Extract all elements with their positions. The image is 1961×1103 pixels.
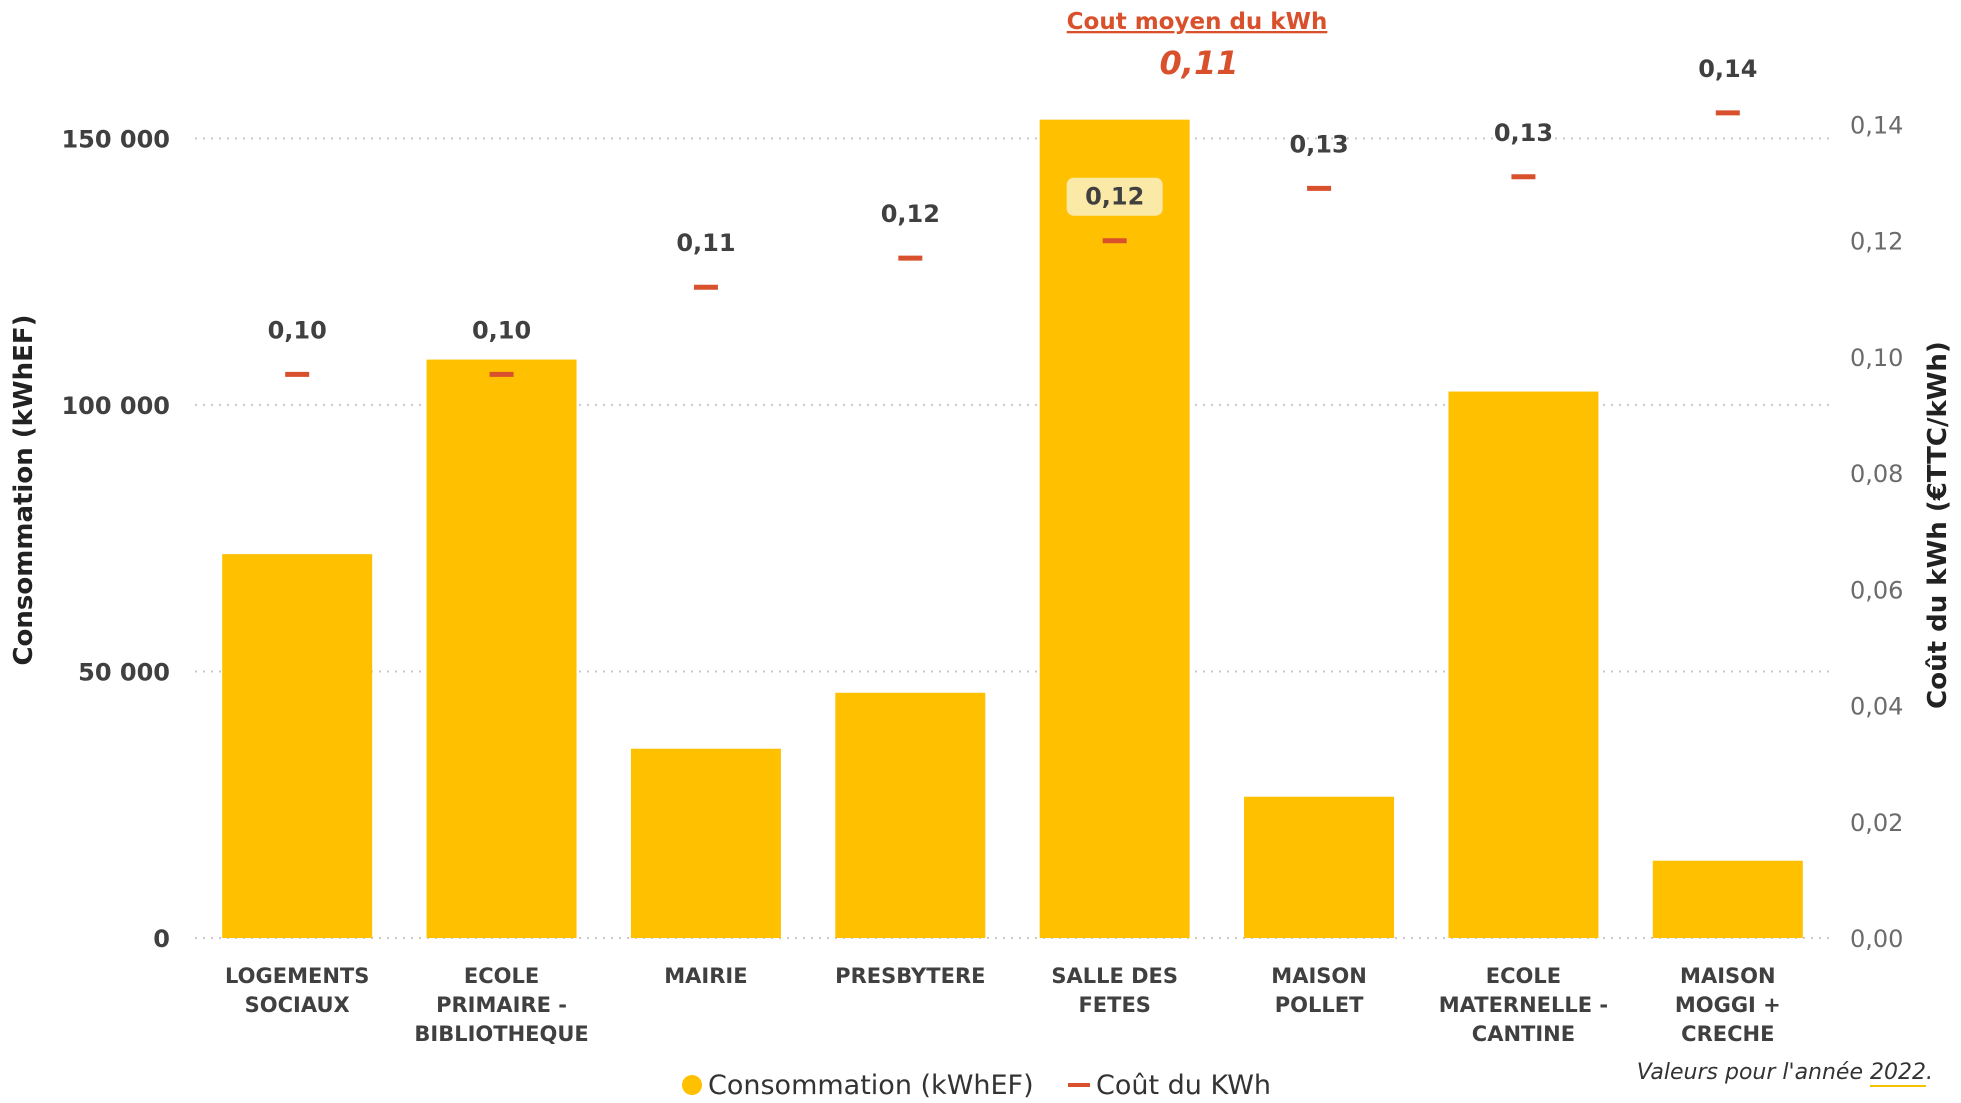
x-tick-label: MAIRIE (664, 964, 747, 988)
left-y-axis-label: Consommation (kWhEF) (9, 314, 39, 665)
footnote-prefix: Valeurs pour l'année (1636, 1060, 1870, 1085)
left-y-tick-label: 50 000 (78, 658, 170, 686)
footnote-year: 2022 (1870, 1060, 1926, 1087)
x-tick-label: SALLE DES (1051, 964, 1178, 988)
cost-data-label: 0,12 (881, 200, 940, 228)
right-y-tick-label: 0,12 (1850, 228, 1903, 256)
bar (1039, 119, 1190, 938)
legend: Consommation (kWhEF) Coût du KWh (682, 1070, 1271, 1101)
cost-data-label: 0,10 (268, 316, 327, 344)
x-tick-label: CRECHE (1681, 1022, 1774, 1046)
x-tick-label: SOCIAUX (245, 993, 350, 1017)
bar (426, 359, 577, 938)
left-y-tick-label: 0 (153, 925, 170, 953)
x-tick-label: POLLET (1275, 993, 1364, 1017)
bar (222, 554, 373, 938)
footnote: Valeurs pour l'année 2022. (1636, 1060, 1933, 1087)
cost-data-label: 0,10 (472, 316, 531, 344)
bar (1652, 860, 1803, 938)
right-y-tick-label: 0,02 (1850, 809, 1903, 837)
right-y-tick-label: 0,10 (1850, 344, 1903, 372)
right-y-tick-label: 0,08 (1850, 460, 1903, 488)
x-tick-label: PRIMAIRE - (436, 993, 567, 1017)
x-tick-label: PRESBYTERE (835, 964, 985, 988)
cost-data-label: 0,13 (1494, 119, 1553, 147)
right-y-tick-label: 0,06 (1850, 576, 1903, 604)
x-tick-label: LOGEMENTS (225, 964, 369, 988)
consumption-bars (222, 119, 1803, 938)
x-tick-label: ECOLE (464, 964, 539, 988)
cost-data-label: 0,12 (1085, 183, 1144, 211)
bar (1244, 796, 1395, 938)
left-y-tick-label: 150 000 (61, 125, 170, 153)
x-tick-label: MAISON (1680, 964, 1776, 988)
right-y-axis-ticks: 0,00 0,02 0,04 0,06 0,08 0,10 0,12 0,14 (1850, 112, 1903, 953)
cost-markers: 0,10 0,10 0,11 0,12 0,12 0,13 0,13 0,14 (268, 55, 1757, 377)
bar (630, 748, 781, 938)
cost-data-label: 0,13 (1289, 130, 1348, 158)
x-tick-label: MAISON (1271, 964, 1367, 988)
legend-cost-swatch (1068, 1083, 1090, 1087)
x-tick-label: CANTINE (1472, 1022, 1575, 1046)
cost-data-label: 0,14 (1698, 55, 1757, 83)
x-tick-label: ECOLE (1486, 964, 1561, 988)
legend-cost-label: Coût du KWh (1096, 1070, 1271, 1101)
data-label-highlight (1066, 177, 1163, 216)
right-y-tick-label: 0,00 (1850, 925, 1903, 953)
right-y-axis-label: Coût du kWh (€TTC/kWh) (1923, 341, 1953, 709)
legend-consumption-swatch (682, 1075, 702, 1095)
average-cost-value: 0,11 (1160, 44, 1239, 82)
footnote-suffix: . (1926, 1060, 1933, 1085)
left-y-tick-label: 100 000 (61, 392, 170, 420)
x-tick-label: MATERNELLE - (1439, 993, 1608, 1017)
x-tick-label: MOGGI + (1675, 993, 1781, 1017)
legend-consumption-label: Consommation (kWhEF) (708, 1070, 1034, 1101)
x-tick-label: FETES (1078, 993, 1151, 1017)
left-y-axis-ticks: 0 50 000 100 000 150 000 (61, 125, 170, 953)
bar (835, 692, 986, 938)
right-y-tick-label: 0,04 (1850, 693, 1903, 721)
bar (1448, 391, 1599, 938)
average-cost-title: Cout moyen du kWh (1067, 9, 1328, 35)
cost-data-label: 0,11 (676, 229, 735, 257)
x-axis-ticks: LOGEMENTS SOCIAUX ECOLE PRIMAIRE - BIBLIOTHE… (225, 964, 1781, 1046)
x-tick-label: BIBLIOTHEQUE (414, 1022, 588, 1046)
right-y-tick-label: 0,14 (1850, 112, 1903, 140)
